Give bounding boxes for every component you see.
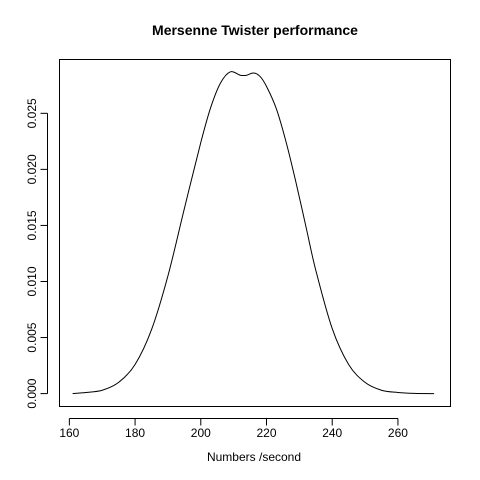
x-tick-label: 260 xyxy=(388,426,408,440)
x-tick-label: 180 xyxy=(125,426,145,440)
x-tick-label: 240 xyxy=(322,426,342,440)
chart-title: Mersenne Twister performance xyxy=(152,22,358,38)
y-tick-label: 0.020 xyxy=(25,154,39,184)
x-axis-label: Numbers /second xyxy=(207,450,301,464)
y-tick-label: 0.005 xyxy=(25,322,39,352)
y-tick-label: 0.010 xyxy=(25,266,39,296)
x-tick-label: 160 xyxy=(59,426,79,440)
y-tick-label: 0.015 xyxy=(25,210,39,240)
y-tick-label: 0.025 xyxy=(25,98,39,128)
x-axis: 160 180 200 220 240 260 xyxy=(59,418,408,440)
density-curve xyxy=(72,71,435,395)
y-axis: 0.000 0.005 0.010 0.015 0.020 0.025 xyxy=(25,98,48,409)
y-tick-label: 0.000 xyxy=(25,378,39,408)
plot-frame xyxy=(59,59,451,407)
x-tick-label: 220 xyxy=(256,426,276,440)
x-tick-label: 200 xyxy=(191,426,211,440)
